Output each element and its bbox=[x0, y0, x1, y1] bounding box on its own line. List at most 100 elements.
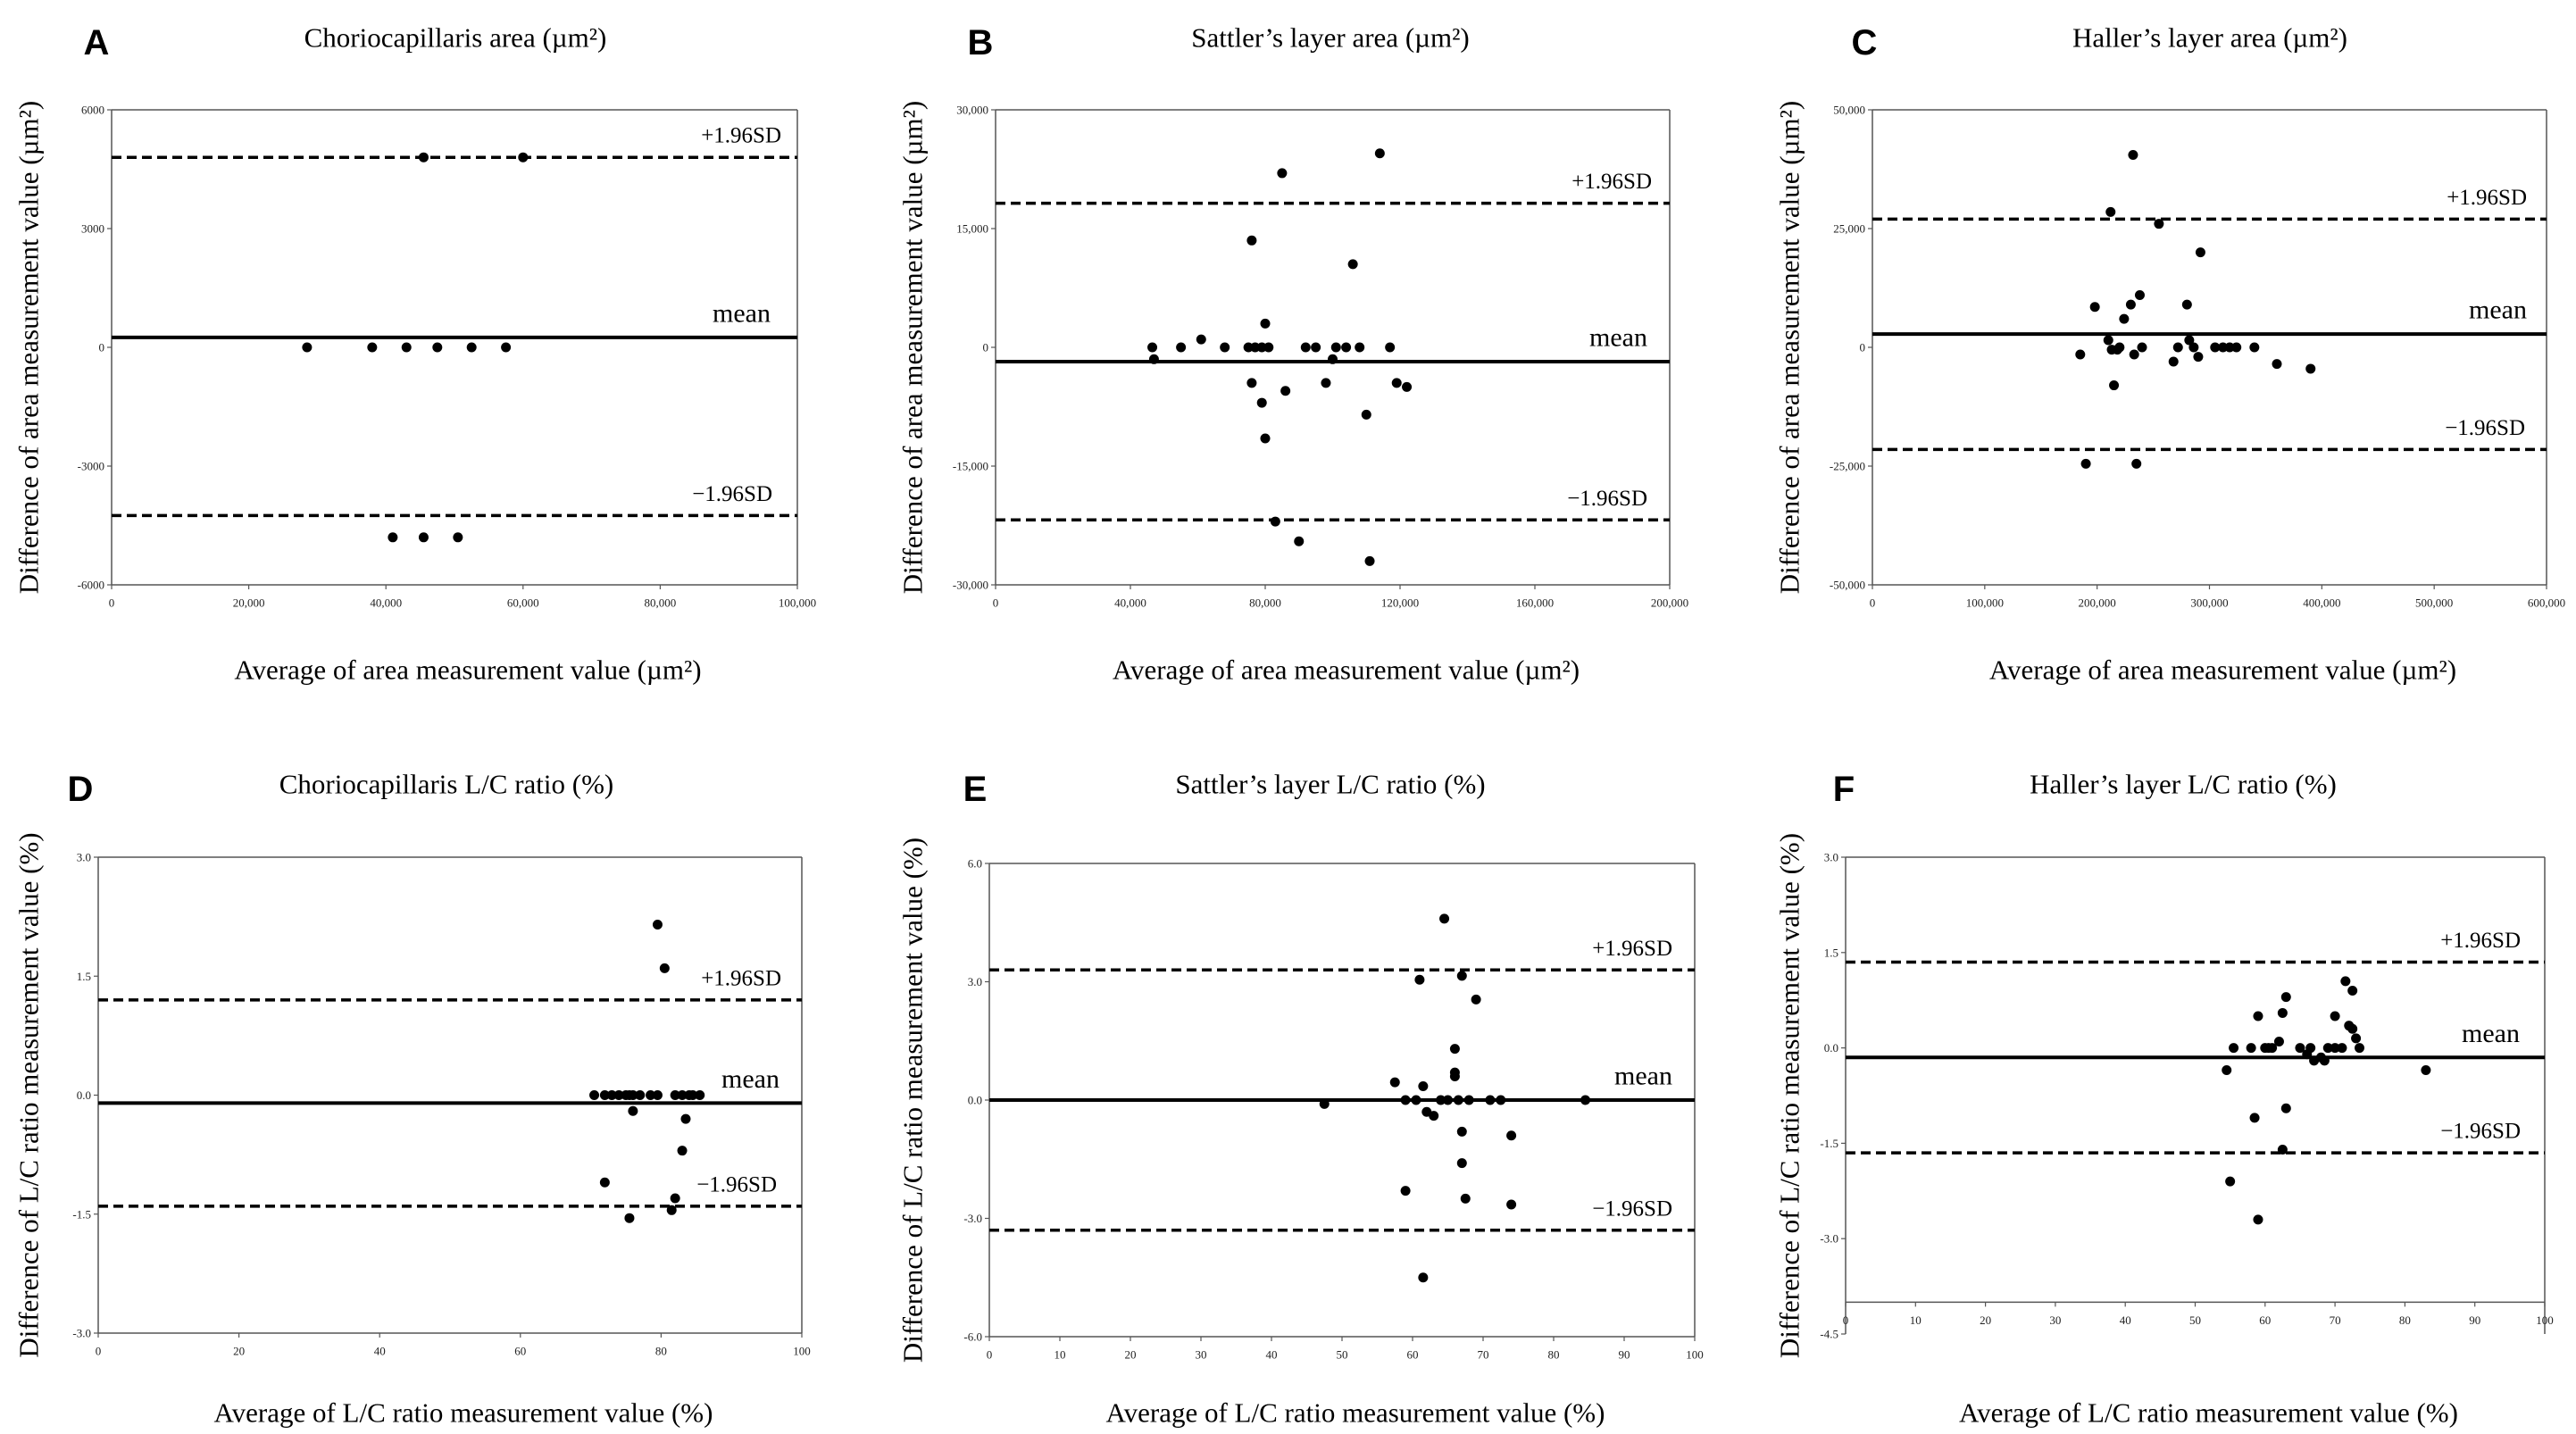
data-point bbox=[1456, 971, 1467, 981]
data-point bbox=[1496, 1095, 1506, 1105]
data-point bbox=[2253, 1011, 2263, 1021]
data-point bbox=[1485, 1095, 1496, 1105]
lower-loa-label: −1.96SD bbox=[692, 482, 772, 506]
x-tick-label: 300,000 bbox=[2190, 596, 2228, 610]
data-point bbox=[1250, 342, 1261, 353]
data-point bbox=[2273, 1036, 2284, 1046]
x-axis-label: Average of L/C ratio measurement value (… bbox=[1106, 1397, 1605, 1429]
data-point bbox=[628, 1105, 638, 1116]
data-point bbox=[2181, 299, 2192, 310]
y-tick-label: 0 bbox=[1860, 341, 1866, 354]
data-point bbox=[2305, 1043, 2316, 1054]
data-point bbox=[2319, 1055, 2330, 1066]
panel-e: E Sattler’s layer L/C ratio (%) -6.0 -3.0 0.… bbox=[897, 769, 1704, 1429]
y-tick-label: -4.5 bbox=[1820, 1328, 1838, 1341]
data-point bbox=[2075, 349, 2086, 360]
data-point bbox=[652, 1090, 663, 1100]
data-point bbox=[1402, 381, 1413, 392]
data-point bbox=[635, 1090, 646, 1100]
x-tick-label: 90 bbox=[1619, 1348, 1630, 1362]
y-tick-label: -15,000 bbox=[953, 460, 988, 473]
data-point bbox=[606, 1090, 617, 1100]
x-tick-label: 80 bbox=[655, 1345, 667, 1358]
data-point bbox=[1456, 1126, 1467, 1137]
upper-loa-label: +1.96SD bbox=[1592, 937, 1672, 961]
y-tick-label: 0 bbox=[99, 341, 105, 354]
data-point bbox=[688, 1090, 698, 1100]
lower-loa-label: −1.96SD bbox=[1567, 487, 1647, 511]
data-point bbox=[2249, 342, 2260, 353]
data-point bbox=[1196, 334, 1206, 345]
panel-label: C bbox=[1852, 23, 1878, 63]
upper-loa-label: +1.96SD bbox=[1571, 170, 1652, 194]
data-point bbox=[1400, 1095, 1411, 1105]
panel-d: D Choriocapillaris L/C ratio (%) -3.0 -1.5 0… bbox=[13, 769, 811, 1429]
y-axis-label: Difference of L/C ratio measurement valu… bbox=[897, 838, 929, 1363]
x-tick-label: 100 bbox=[1686, 1348, 1704, 1362]
lower-loa-label: −1.96SD bbox=[2445, 416, 2525, 440]
panel-title: Sattler’s layer area (µm²) bbox=[1191, 22, 1469, 54]
data-point bbox=[680, 1113, 691, 1124]
data-point bbox=[388, 532, 398, 543]
data-point bbox=[2128, 150, 2138, 161]
mean-label: mean bbox=[721, 1064, 779, 1094]
x-tick-label: 60 bbox=[2259, 1313, 2271, 1327]
x-tick-label: 80,000 bbox=[1249, 596, 1281, 610]
x-tick-label: 90 bbox=[2469, 1313, 2480, 1327]
data-point bbox=[1400, 1186, 1411, 1196]
data-point bbox=[1414, 974, 1425, 985]
y-tick-label: 6.0 bbox=[968, 857, 982, 871]
data-point bbox=[1256, 342, 1267, 353]
y-tick-label: 1.5 bbox=[77, 970, 91, 983]
data-point bbox=[599, 1090, 610, 1100]
upper-loa-label: +1.96SD bbox=[2447, 186, 2527, 210]
x-axis-label: Average of L/C ratio measurement value (… bbox=[214, 1397, 713, 1429]
y-tick-label: 0.0 bbox=[1824, 1041, 1838, 1055]
data-point bbox=[1391, 378, 1402, 388]
panel-title: Choriocapillaris area (µm²) bbox=[304, 22, 607, 54]
y-tick-label: 0 bbox=[983, 341, 989, 354]
data-point bbox=[401, 342, 412, 353]
y-tick-label: -1.5 bbox=[72, 1207, 91, 1221]
data-point bbox=[1456, 1158, 1467, 1169]
data-point bbox=[2131, 458, 2142, 469]
data-point bbox=[2246, 1043, 2256, 1054]
data-point bbox=[2249, 1113, 2260, 1123]
panel-c: C Haller’s layer area (µm²) -50,000 -25,000… bbox=[1774, 22, 2566, 686]
data-point bbox=[302, 342, 313, 353]
y-tick-label: -3.0 bbox=[72, 1327, 91, 1340]
y-tick-label: -6000 bbox=[78, 579, 104, 592]
y-axis-label: Difference of area measurement value (µm… bbox=[897, 101, 929, 594]
panel-label: F bbox=[1833, 770, 1855, 809]
data-point bbox=[2119, 313, 2130, 324]
y-tick-label: 3000 bbox=[81, 222, 104, 236]
data-point bbox=[1256, 397, 1267, 408]
y-tick-label: 15,000 bbox=[956, 222, 988, 236]
data-point bbox=[1260, 318, 1271, 329]
data-point bbox=[1374, 148, 1385, 159]
x-axis-label: Average of area measurement value (µm²) bbox=[234, 654, 701, 686]
x-tick-label: 20 bbox=[233, 1345, 245, 1358]
data-point bbox=[1385, 342, 1396, 353]
data-point bbox=[652, 920, 663, 930]
y-tick-label: 0.0 bbox=[77, 1088, 91, 1102]
x-tick-label: 10 bbox=[1055, 1348, 1066, 1362]
x-tick-label: 500,000 bbox=[2415, 596, 2453, 610]
y-tick-label: -3.0 bbox=[1820, 1232, 1838, 1246]
x-tick-label: 0 bbox=[1870, 596, 1876, 610]
panel-label: E bbox=[963, 770, 988, 809]
upper-loa-label: +1.96SD bbox=[2440, 929, 2521, 953]
mean-label: mean bbox=[2469, 296, 2527, 325]
x-tick-label: 20 bbox=[1980, 1313, 1991, 1327]
x-tick-label: 100,000 bbox=[779, 596, 816, 610]
data-point bbox=[1580, 1095, 1591, 1105]
panel-f: F Haller’s layer L/C ratio (%) -4.5 -3.0 -1.… bbox=[1774, 769, 2554, 1429]
data-point bbox=[1443, 1095, 1453, 1105]
x-tick-label: 20 bbox=[1125, 1348, 1137, 1362]
data-point bbox=[2272, 359, 2282, 370]
data-point bbox=[1418, 1272, 1429, 1283]
data-point bbox=[1328, 354, 1338, 364]
y-tick-label: 50,000 bbox=[1833, 104, 1865, 117]
y-axis-label: Difference of area measurement value (µm… bbox=[13, 101, 45, 594]
